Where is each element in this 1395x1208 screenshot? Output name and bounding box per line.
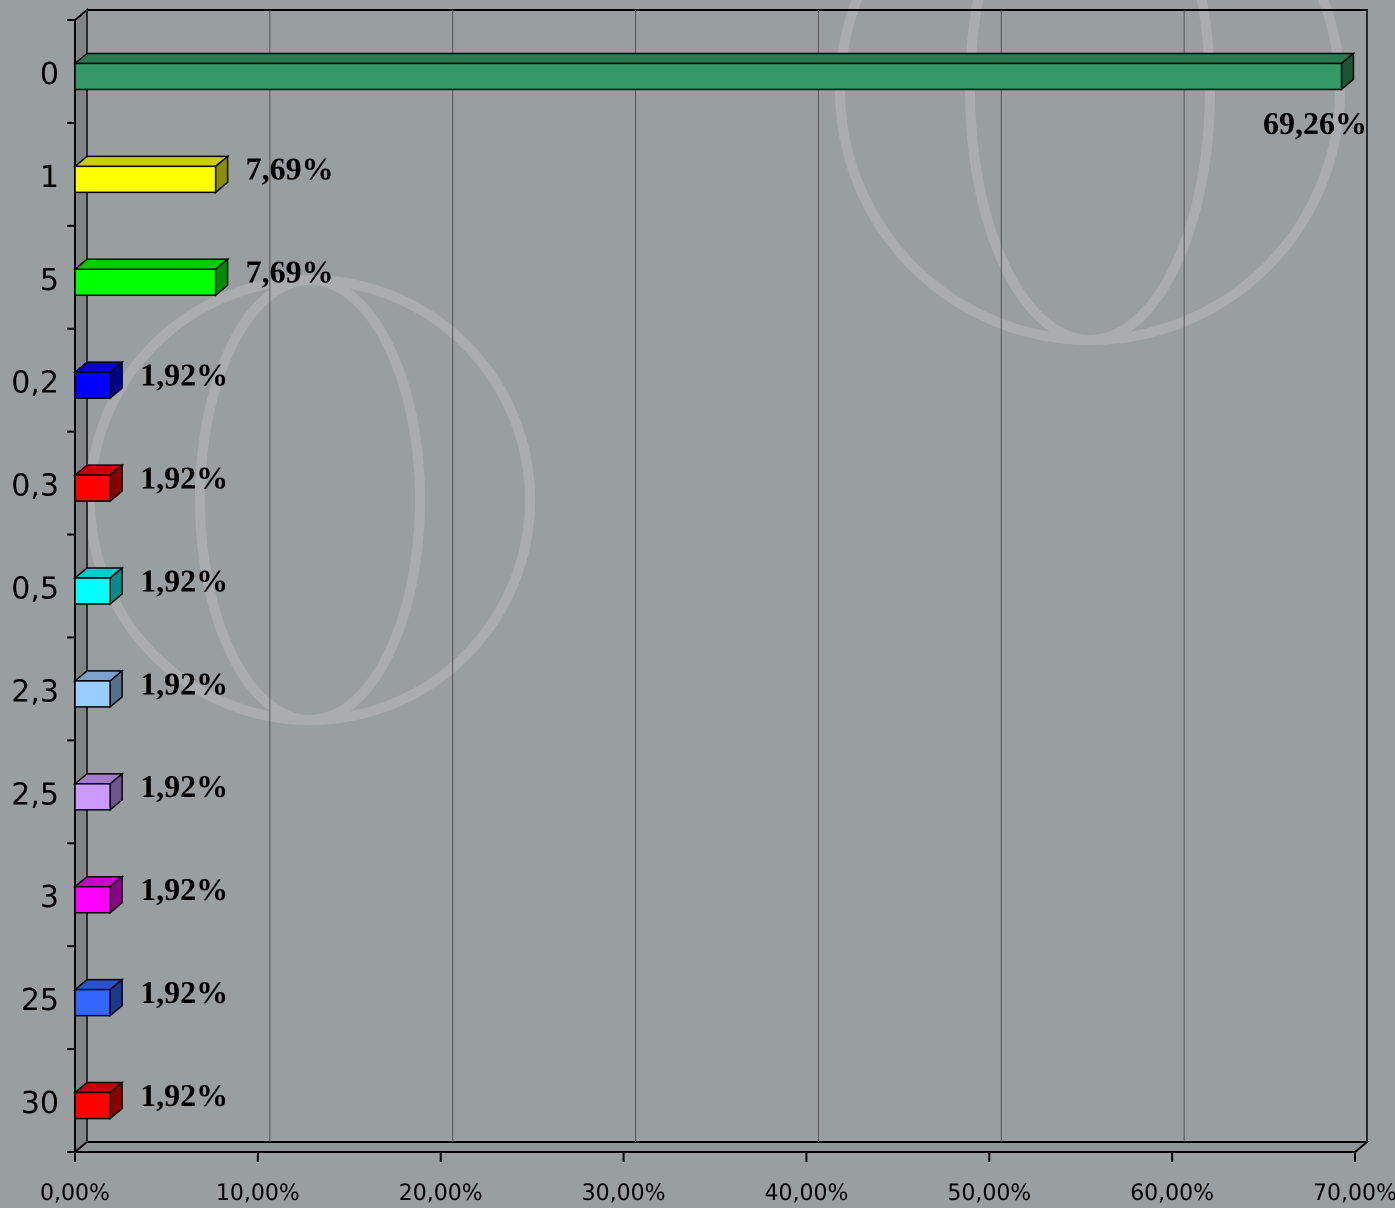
y-tick-label: 2,5 bbox=[11, 777, 59, 812]
value-label: 7,69% bbox=[246, 254, 334, 290]
x-tick-label: 30,00% bbox=[582, 1181, 666, 1206]
value-label: 1,92% bbox=[140, 665, 228, 701]
bar bbox=[75, 372, 110, 398]
value-label: 69,26% bbox=[1263, 105, 1367, 141]
y-tick-label: 2,3 bbox=[11, 674, 59, 709]
x-tick-label: 20,00% bbox=[399, 1181, 483, 1206]
x-tick-label: 70,00% bbox=[1313, 1181, 1395, 1206]
y-tick-label: 1 bbox=[40, 160, 59, 195]
bar-top bbox=[75, 259, 228, 269]
y-tick-label: 3 bbox=[40, 880, 59, 915]
value-label: 7,69% bbox=[246, 151, 334, 187]
x-tick-label: 10,00% bbox=[216, 1181, 300, 1206]
chart: 0,00% 10,00% 20,00% 30,00% 40,00% 50,00% 60,00… bbox=[0, 0, 1395, 1208]
bar bbox=[75, 681, 110, 707]
bar bbox=[75, 990, 110, 1016]
bar-top bbox=[75, 53, 1353, 63]
x-tick-label: 0,00% bbox=[40, 1181, 110, 1206]
bar bbox=[75, 578, 110, 604]
y-tick-label: 0,3 bbox=[11, 469, 59, 504]
y-tick-label: 0 bbox=[40, 57, 59, 92]
x-tick-label: 50,00% bbox=[947, 1181, 1031, 1206]
value-label: 1,92% bbox=[140, 562, 228, 598]
y-tick-label: 30 bbox=[21, 1086, 59, 1121]
y-tick-label: 5 bbox=[40, 263, 59, 298]
x-tick-label: 60,00% bbox=[1130, 1181, 1214, 1206]
bar-top bbox=[75, 156, 228, 166]
value-label: 1,92% bbox=[140, 1077, 228, 1113]
y-tick-label: 0,5 bbox=[11, 572, 59, 607]
y-tick-label: 25 bbox=[21, 983, 59, 1018]
x-tick-label: 40,00% bbox=[764, 1181, 848, 1206]
bar bbox=[75, 784, 110, 810]
bar bbox=[75, 887, 110, 913]
bar bbox=[75, 1093, 110, 1119]
value-label: 1,92% bbox=[140, 459, 228, 495]
bar bbox=[75, 475, 110, 501]
value-label: 1,92% bbox=[140, 974, 228, 1010]
background-decoration bbox=[90, 0, 1340, 720]
y-tick-label: 0,2 bbox=[11, 366, 59, 401]
value-label: 1,92% bbox=[140, 357, 228, 393]
bar bbox=[75, 63, 1341, 89]
bar bbox=[75, 166, 216, 192]
floor bbox=[75, 1142, 1367, 1152]
value-label: 1,92% bbox=[140, 768, 228, 804]
value-label: 1,92% bbox=[140, 871, 228, 907]
bar bbox=[75, 269, 216, 295]
